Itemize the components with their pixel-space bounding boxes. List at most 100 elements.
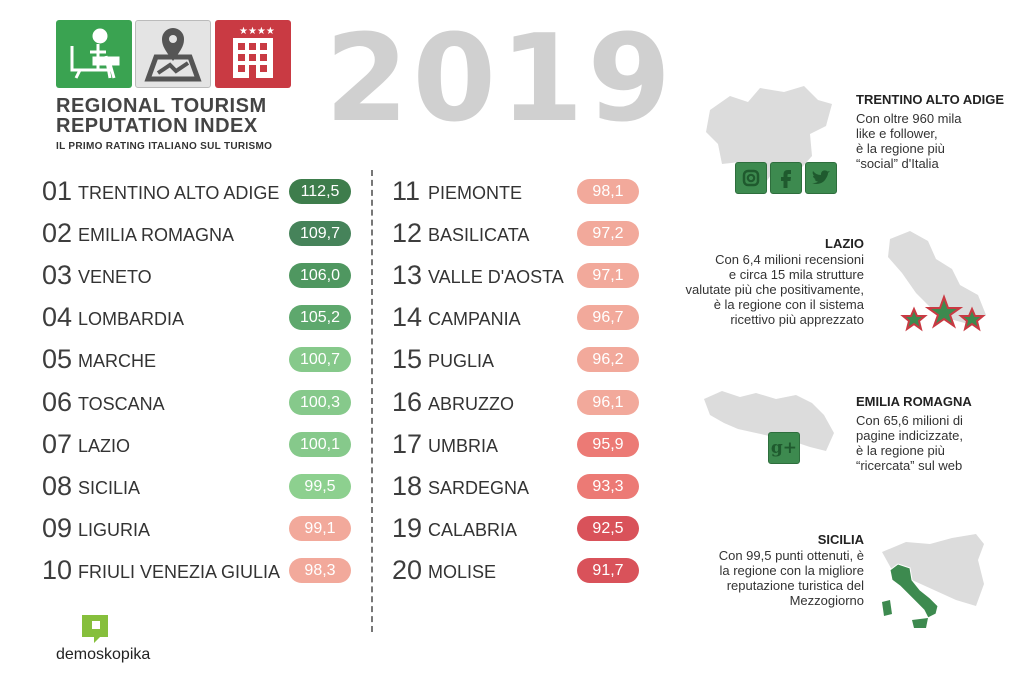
demoskopika-logo-icon <box>82 615 108 643</box>
score-badge: 97,2 <box>577 221 639 247</box>
trentino-map <box>706 86 832 182</box>
score-badge: 96,2 <box>577 347 639 373</box>
score-badge: 105,2 <box>289 305 351 331</box>
score-badge: 96,1 <box>577 389 639 415</box>
score-badge: 99,5 <box>289 473 351 499</box>
region-name: PIEMONTE <box>428 183 523 203</box>
year-title: 2019 <box>325 10 675 149</box>
region-name: SARDEGNA <box>428 477 530 498</box>
trentino-title: TRENTINO ALTO ADIGE <box>856 92 1005 107</box>
rank-number: 07 <box>42 428 73 459</box>
brand-title-line2: REPUTATION INDEX <box>56 115 258 137</box>
region-name: BASILICATA <box>428 225 530 246</box>
rank-number: 17 <box>392 428 423 459</box>
ranking-row: 13 VALLE D'AOSTA 97,1 <box>392 260 647 290</box>
star-icon <box>900 294 986 332</box>
lazio-text: Con 6,4 milioni recensioni e circa 15 mi… <box>685 252 865 327</box>
emilia-map <box>704 391 834 451</box>
lazio-title: LAZIO <box>825 236 864 251</box>
score-badge: 98,3 <box>289 557 351 583</box>
rank-number: 10 <box>42 554 73 585</box>
region-name: ABRUZZO <box>428 393 515 414</box>
region-name: FRIULI VENEZIA GIULIA <box>78 561 281 582</box>
twitter-icon <box>805 162 837 194</box>
ranking-row: 09 LIGURIA 99,1 <box>42 513 359 543</box>
score-badge: 100,7 <box>289 347 351 373</box>
ranking-row: 12 BASILICATA 97,2 <box>392 218 647 248</box>
sicilia-title: SICILIA <box>817 532 864 547</box>
ranking-row: 04 LOMBARDIA 105,2 <box>42 302 359 332</box>
region-name: LAZIO <box>78 435 131 456</box>
rank-number: 15 <box>392 344 423 375</box>
desk-person-icon <box>56 20 132 88</box>
facebook-icon <box>770 162 802 194</box>
rank-number: 12 <box>392 218 423 249</box>
svg-text:★★★★: ★★★★ <box>239 26 275 37</box>
score-badge: 99,1 <box>289 515 351 541</box>
demoskopika-brand: demoskopika <box>56 646 151 663</box>
ranking-row: 10 FRIULI VENEZIA GIULIA 98,3 <box>42 555 359 585</box>
rank-number: 09 <box>42 512 73 543</box>
region-name: PUGLIA <box>428 351 495 372</box>
ranking-row: 15 PUGLIA 96,2 <box>392 344 647 374</box>
instagram-icon <box>735 162 767 194</box>
rank-number: 04 <box>42 302 73 333</box>
map-pin-icon <box>135 20 211 88</box>
score-badge: 93,3 <box>577 473 639 499</box>
emilia-text: Con 65,6 milioni di pagine indicizzate, … <box>856 413 963 473</box>
rank-number: 11 <box>392 176 421 206</box>
rank-number: 20 <box>392 554 423 585</box>
region-name: VALLE D'AOSTA <box>428 267 564 288</box>
rank-number: 19 <box>392 512 423 543</box>
trentino-text: Con oltre 960 mila like e follower, è la… <box>856 111 962 171</box>
region-name: CAMPANIA <box>428 309 521 330</box>
sicilia-text: Con 99,5 punti ottenuti, è la regione co… <box>718 548 864 608</box>
rank-number: 03 <box>42 260 73 291</box>
score-badge: 91,7 <box>577 557 639 583</box>
column-divider <box>371 170 373 632</box>
ranking-row: 17 UMBRIA 95,9 <box>392 429 647 459</box>
rank-number: 01 <box>42 176 73 206</box>
rank-number: 14 <box>392 302 423 333</box>
score-badge: 109,7 <box>289 221 351 247</box>
region-name: TOSCANA <box>78 393 165 414</box>
ranking-row: 11 PIEMONTE 98,1 <box>392 176 647 206</box>
region-name: MARCHE <box>78 351 157 372</box>
ranking-row: 05 MARCHE 100,7 <box>42 344 359 374</box>
ranking-row: 20 MOLISE 91,7 <box>392 555 647 585</box>
italy-map-icon <box>882 563 939 628</box>
lazio-map <box>888 231 986 332</box>
rank-number: 02 <box>42 218 73 249</box>
brand-subtitle: IL PRIMO RATING ITALIANO SUL TURISMO <box>56 141 273 152</box>
rank-number: 05 <box>42 344 73 375</box>
score-badge: 100,3 <box>289 389 351 415</box>
rank-number: 08 <box>42 470 73 501</box>
score-badge: 97,1 <box>577 263 639 289</box>
ranking-row: 16 ABRUZZO 96,1 <box>392 387 647 417</box>
ranking-row: 19 CALABRIA 92,5 <box>392 513 647 543</box>
region-name: LIGURIA <box>78 519 151 540</box>
region-name: TRENTINO ALTO ADIGE <box>78 183 280 203</box>
rank-number: 18 <box>392 470 423 501</box>
sicilia-map <box>882 534 984 628</box>
hotel-stars-icon: ★★★★ <box>215 20 291 88</box>
ranking-row: 14 CAMPANIA 96,7 <box>392 302 647 332</box>
region-name: SICILIA <box>78 477 141 498</box>
ranking-row: 01 TRENTINO ALTO ADIGE 112,5 <box>42 176 359 206</box>
score-badge: 92,5 <box>577 515 639 541</box>
region-name: MOLISE <box>428 561 497 582</box>
ranking-row: 06 TOSCANA 100,3 <box>42 387 359 417</box>
ranking-row: 08 SICILIA 99,5 <box>42 471 359 501</box>
region-name: EMILIA ROMAGNA <box>78 225 235 246</box>
region-name: VENETO <box>78 267 152 288</box>
score-badge: 100,1 <box>289 431 351 457</box>
score-badge: 95,9 <box>577 431 639 457</box>
brand-title-line1: REGIONAL TOURISM <box>56 95 267 117</box>
emilia-title: EMILIA ROMAGNA <box>856 394 972 409</box>
region-name: UMBRIA <box>428 435 499 456</box>
score-badge: 112,5 <box>289 179 351 204</box>
rank-number: 13 <box>392 260 423 291</box>
ranking-row: 18 SARDEGNA 93,3 <box>392 471 647 501</box>
score-badge: 96,7 <box>577 305 639 331</box>
score-badge: 98,1 <box>577 179 639 204</box>
